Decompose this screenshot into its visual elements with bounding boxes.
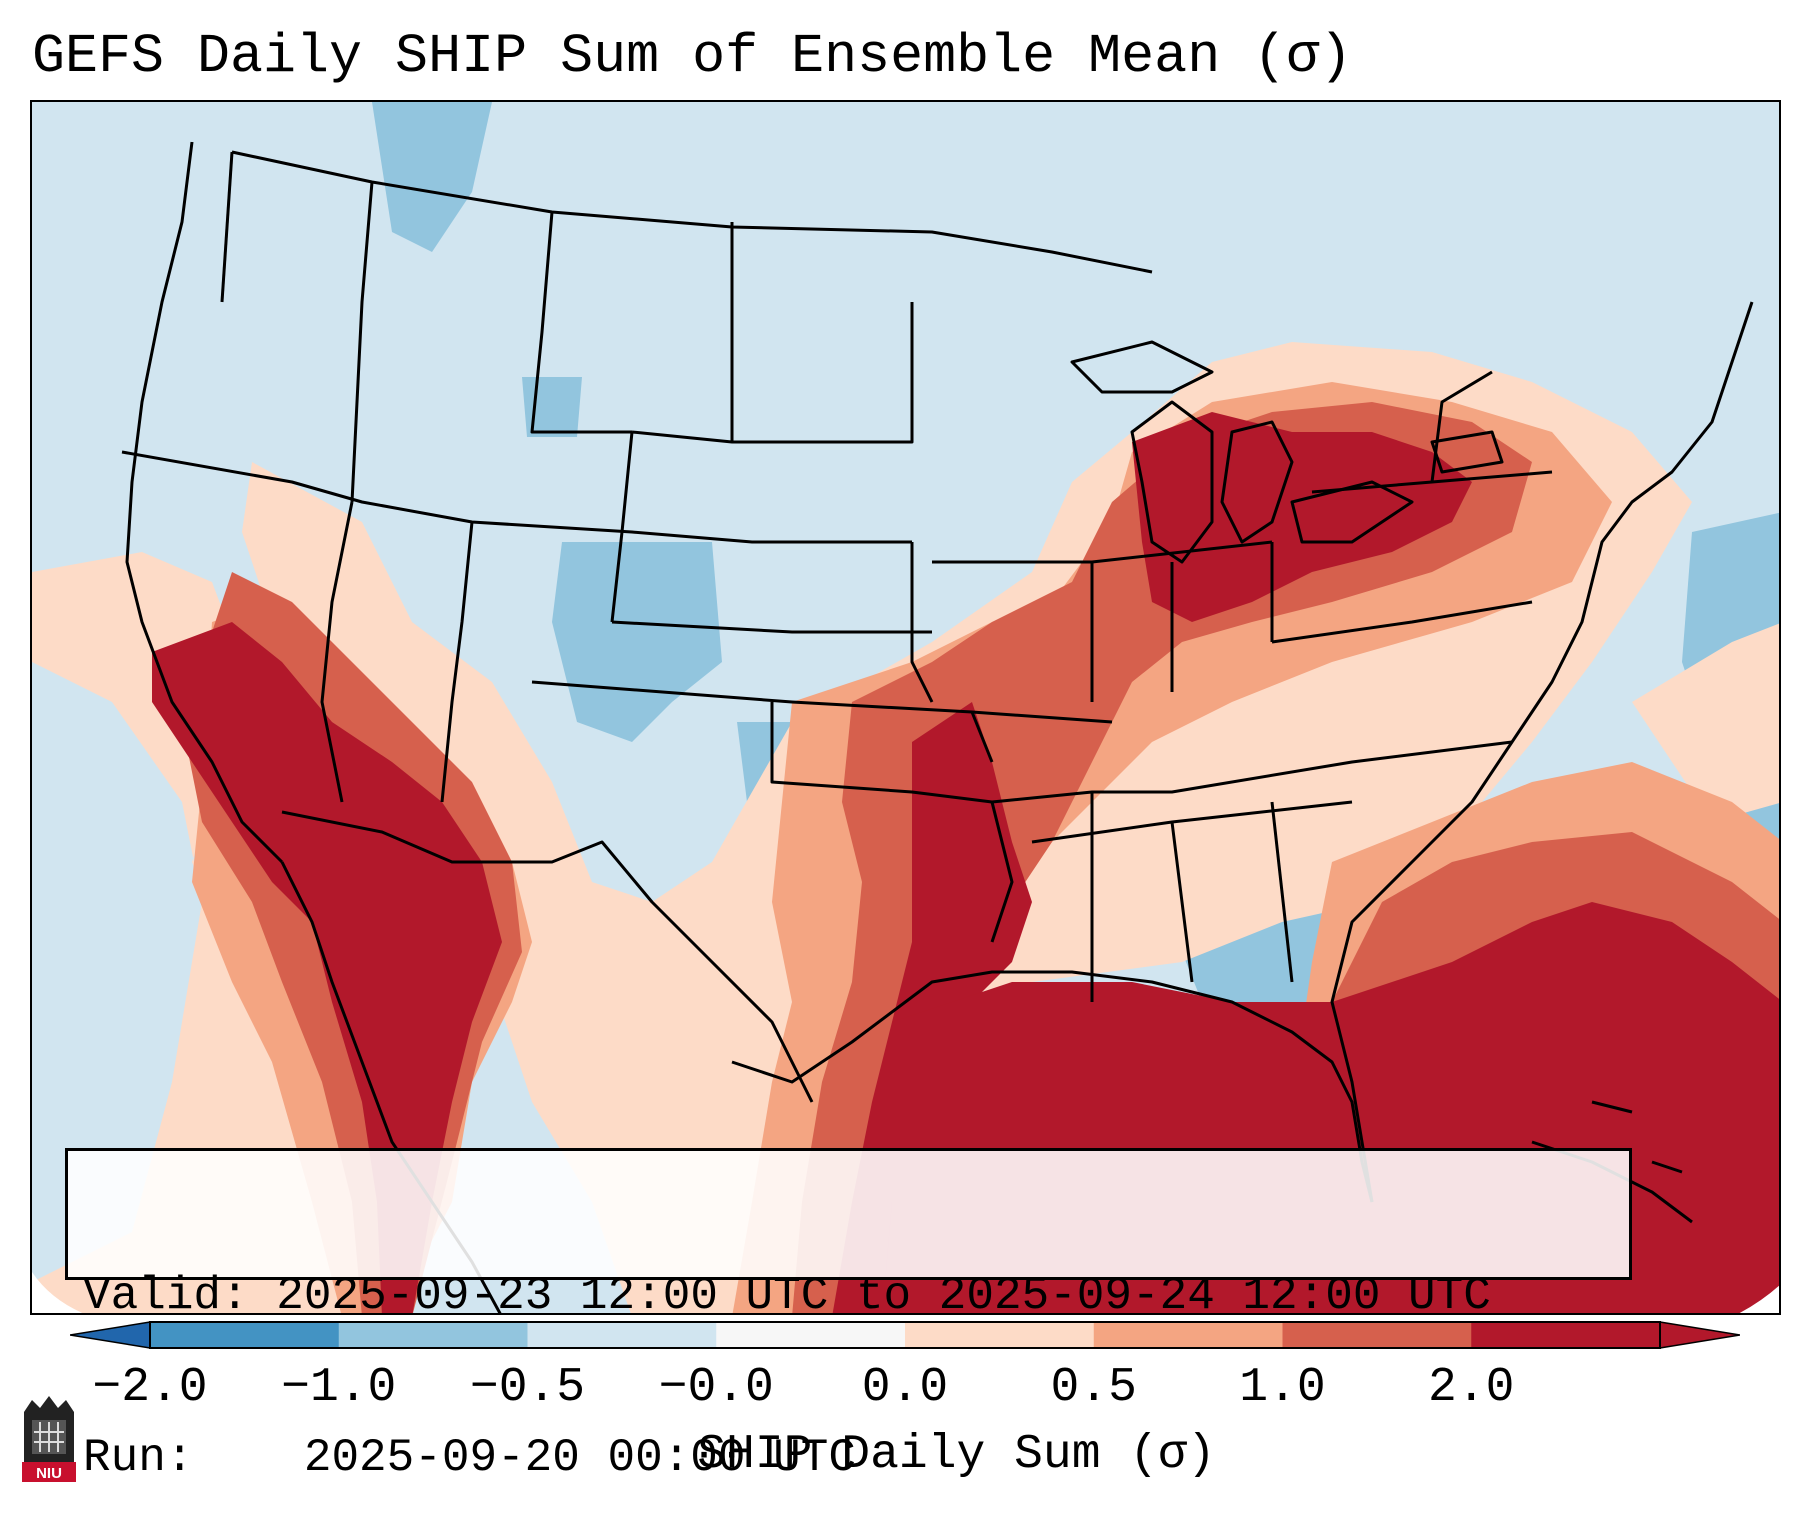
colorbar (70, 1321, 1740, 1349)
run-row: Run: 2025-09-20 00:00 UTC (83, 1431, 1629, 1485)
valid-row: Valid: 2025-09-23 12:00 UTC to 2025-09-2… (83, 1269, 1629, 1323)
colorbar-tick-label: −1.0 (281, 1361, 397, 1415)
colorbar-segment (1093, 1322, 1283, 1348)
colorbar-segment (338, 1322, 528, 1348)
colorbar-label: SHIP Daily Sum (σ) (697, 1428, 1216, 1482)
colorbar-segment (1471, 1322, 1661, 1348)
colorbar-segment (905, 1322, 1095, 1348)
colorbar-tick-label: −0.0 (658, 1361, 774, 1415)
map-title: GEFS Daily SHIP Sum of Ensemble Mean (σ) (32, 25, 1353, 88)
colorbar-extend-high (1659, 1321, 1740, 1349)
colorbar-segment (716, 1322, 906, 1348)
run-label: Run: (83, 1432, 194, 1484)
run-time: 2025-09-20 00:00 UTC (303, 1432, 856, 1484)
colorbar-segment (527, 1322, 717, 1348)
colorbar-tick-label: 2.0 (1428, 1361, 1515, 1415)
colorbar-outline (149, 1321, 1661, 1349)
valid-range: 2025-09-23 12:00 UTC to 2025-09-24 12:00… (276, 1270, 1491, 1322)
logo-text: NIU (36, 1465, 62, 1482)
colorbar-tick-label: 0.0 (861, 1361, 949, 1415)
colorbar-segment (1282, 1322, 1472, 1348)
colorbar-segments (150, 1322, 1661, 1348)
validity-info-box: Valid: 2025-09-23 12:00 UTC to 2025-09-2… (65, 1148, 1632, 1484)
colorbar-tick-label: −0.5 (469, 1361, 586, 1415)
colorbar-tick-label: 0.5 (1050, 1361, 1137, 1415)
colorbar-segment (150, 1322, 340, 1348)
valid-label: Valid: (83, 1270, 249, 1322)
ship-map (32, 102, 1779, 1313)
niu-logo: NIU (22, 1396, 76, 1482)
map-panel[interactable] (30, 100, 1781, 1315)
boundary-lines (121, 141, 1754, 1313)
colorbar-tick-label: −2.0 (92, 1361, 208, 1415)
colorbar-tick-label: 1.0 (1239, 1361, 1326, 1415)
colorbar-extend-low (70, 1321, 151, 1349)
